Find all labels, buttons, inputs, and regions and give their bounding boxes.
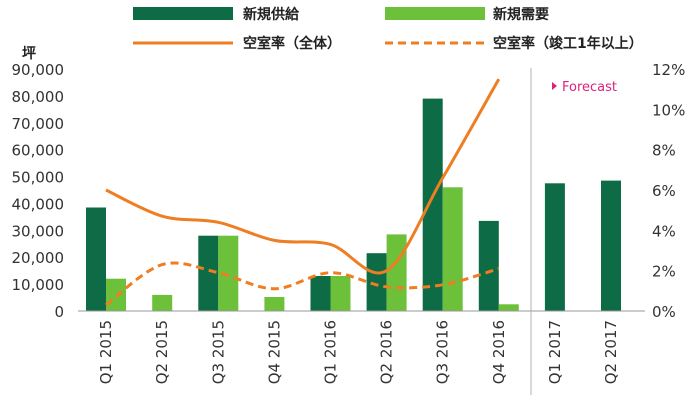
x-tick-label: Q3 2015 [209,320,227,384]
legend-label-new-demand: 新規需要 [493,6,549,23]
bar-new-supply [544,183,565,311]
y-right-tick-label: 8% [652,142,676,160]
x-tick-label: Q4 2016 [490,320,508,384]
x-tick-label: Q1 2015 [97,320,115,384]
x-tick-label: Q1 2017 [546,320,564,384]
y-left-tick-label: 30,000 [12,222,65,240]
bar-new-demand [386,234,407,311]
forecast-marker-icon [552,82,557,90]
line-vacancy-1yr [105,261,500,307]
y-right-tick-label: 10% [652,101,685,119]
legend-swatch-new-supply [133,7,233,20]
y-right-tick-label: 0% [652,303,676,321]
y-right-tick-label: 12% [652,61,685,79]
legend-label-vacancy-1yr: 空室率（竣工1年以上） [493,35,643,52]
x-tick-label: Q2 2015 [153,320,171,384]
x-tick-label: Q4 2015 [265,320,283,384]
bar-new-supply [310,276,331,311]
forecast-annotation: Forecast [552,80,617,95]
y-left-tick-label: 40,000 [12,195,65,213]
y-left-tick-label: 80,000 [12,88,65,106]
y-left-tick-label: 20,000 [12,249,65,267]
bar-new-supply [601,180,621,311]
y-left-tick-label: 10,000 [12,276,65,294]
bar-new-supply [478,220,499,311]
x-tick-label: Q1 2016 [322,320,340,384]
bar-new-supply [422,98,443,311]
lines [105,78,501,307]
bar-new-supply [366,253,387,311]
bars [86,98,621,311]
x-tick-label: Q2 2016 [378,320,396,384]
bar-new-demand [498,304,519,311]
y-left-unit-label: 坪 [22,46,36,62]
bar-new-supply [86,207,106,311]
line-vacancy-total [105,78,501,275]
y-right-ticks: 0% 2% 4% 6% 8% 10% 12% [652,61,685,321]
y-left-tick-label: 90,000 [12,61,65,79]
y-left-ticks: 0 10,000 20,000 30,000 40,000 50,000 60,000 70,… [12,61,65,321]
forecast-label: Forecast [562,80,617,95]
bar-new-demand [264,297,285,311]
x-tick-label: Q2 2017 [602,320,620,384]
bar-new-demand [330,276,351,311]
legend: 新規供給 新規需要 空室率（全体） 空室率（竣工1年以上） [133,6,643,52]
bar-new-demand [218,235,239,311]
y-right-tick-label: 6% [652,182,676,200]
y-left-tick-label: 0 [54,303,64,321]
y-left-tick-label: 50,000 [12,169,65,187]
legend-label-vacancy-total: 空室率（全体） [243,35,341,52]
y-right-tick-label: 4% [652,222,676,240]
x-tick-label: Q3 2016 [434,320,452,384]
y-right-tick-label: 2% [652,263,676,281]
y-left-tick-label: 70,000 [12,115,65,133]
x-ticks: Q1 2015 Q2 2015 Q3 2015 Q4 2015 Q1 2016 Q2 20… [97,320,620,384]
y-left-tick-label: 60,000 [12,142,65,160]
legend-label-new-supply: 新規供給 [243,6,300,23]
legend-swatch-new-demand [385,7,485,20]
bar-new-demand [442,187,463,311]
bar-new-supply [198,235,219,311]
bar-new-demand [152,294,173,311]
